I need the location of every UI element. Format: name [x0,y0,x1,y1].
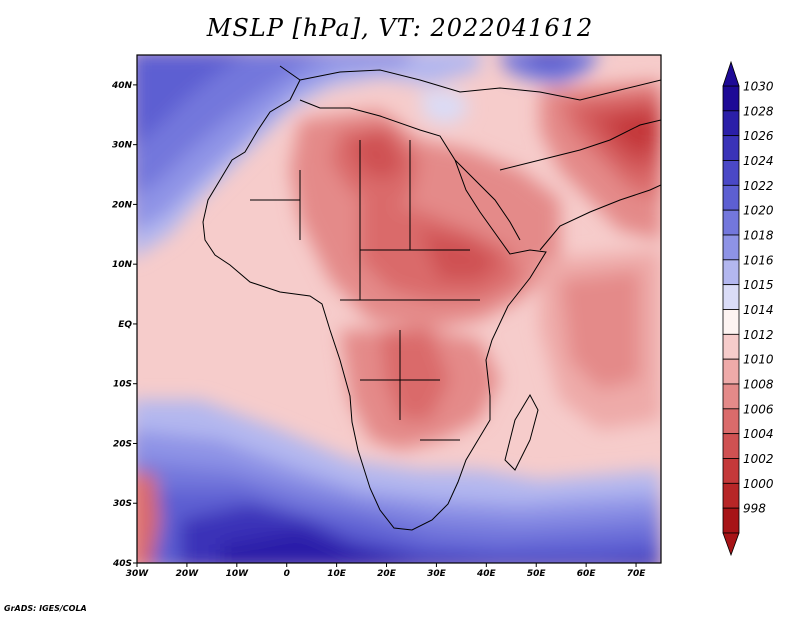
colorbar-label: 1008 [743,378,774,392]
lon-tick-label: 50E [527,569,547,579]
lon-tick-label: 0 [284,569,290,579]
map-frame [136,54,662,564]
colorbar-label: 1022 [743,179,774,193]
coastlines [202,65,661,531]
colorbar-label: 1002 [743,452,774,466]
lat-tick-label: 30N [112,141,133,151]
colorbar-label: 1012 [743,328,774,342]
lat-tick-label: 10S [113,380,132,390]
colorbar-label: 1010 [743,353,774,367]
colorbar-label: 1018 [743,229,774,243]
colorbar-swatch [722,259,740,286]
colorbar-swatch [722,482,740,509]
lon-tick-label: 40E [476,569,497,579]
colorbar-swatch [722,358,740,385]
colorbar-swatch [722,184,740,211]
map-title: MSLP [hPa], VT: 2022041612 [206,14,594,42]
colorbar-label: 1028 [743,104,774,118]
lon-tick-label: 70E [627,569,647,579]
lat-tick-label: 20S [113,439,132,449]
colorbar-label: 1000 [743,477,774,491]
colorbar-label: 1024 [743,154,774,168]
colorbar-swatch [722,309,740,335]
colorbar-label: 1020 [743,204,774,218]
colorbar-swatch [722,383,740,410]
colorbar-label: 998 [743,502,766,516]
lat-tick-label: 30S [113,499,132,509]
lon-tick-label: 10W [226,569,250,579]
lon-tick-label: 10E [327,569,347,579]
colorbar-bottom-arrow [722,532,740,557]
colorbar-label: 1014 [743,303,774,317]
colorbar-top-arrow [722,60,740,87]
colorbar-swatch [722,507,740,534]
colorbar-swatch [722,135,740,161]
lat-axis: 40N 30N 20N 10N EQ 10S 20S 30S 40S [111,81,137,569]
colorbar-swatch [722,110,740,137]
lat-tick-label: EQ [118,320,132,330]
colorbar-label: 1026 [743,129,774,143]
colorbar-swatch [722,160,740,186]
colorbar-swatch [722,85,740,112]
colorbar-label: 1030 [743,80,774,94]
lon-tick-label: 60E [577,569,597,579]
lat-tick-label: 10N [112,260,133,270]
lon-tick-label: 30W [126,569,150,579]
colorbar-swatch [722,433,740,459]
colorbar-swatch [722,408,740,435]
colorbar-label: 1004 [743,427,774,441]
lon-axis: 30W 20W 10W 0 10E 20E 30E 40E 50E 60E 70E [126,563,646,579]
colorbar-label: 1016 [743,253,774,267]
lon-tick-label: 30E [427,569,447,579]
colorbar-label: 1006 [743,402,774,416]
colorbar-swatch [722,284,740,310]
colorbar-swatch [722,333,740,360]
grads-credit: GrADS: IGES/COLA [4,604,87,613]
pressure-field [137,55,661,563]
colorbar: 1030 1028 1026 1024 1022 1020 1018 1016 1015 1014… [722,60,774,557]
colorbar-swatch [722,458,740,484]
lat-tick-label: 40N [111,81,133,91]
colorbar-swatch [722,209,740,236]
lon-tick-label: 20E [377,569,397,579]
lon-tick-label: 20W [176,569,200,579]
colorbar-label: 1015 [743,278,774,292]
lat-tick-label: 20N [112,200,133,210]
colorbar-swatch [722,234,740,261]
lat-tick-label: 40S [112,559,132,569]
